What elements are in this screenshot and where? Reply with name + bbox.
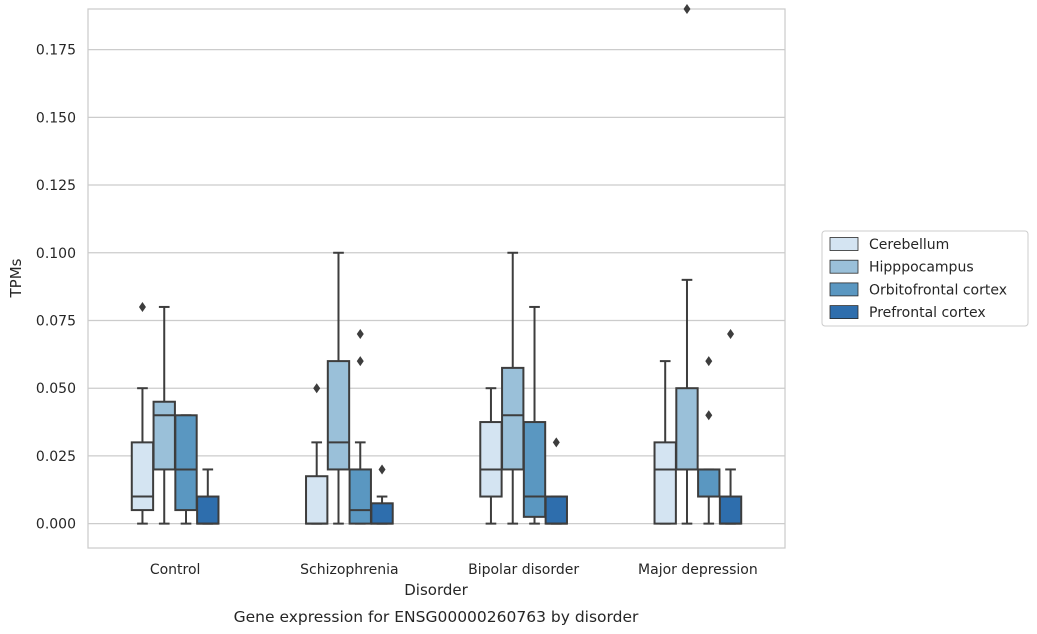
y-tick-label: 0.000 — [36, 517, 76, 533]
x-tick-label: Bipolar disorder — [468, 562, 579, 578]
x-tick-label: Schizophrenia — [300, 562, 398, 578]
legend-label: Orbitofrontal cortex — [869, 282, 1007, 298]
legend: Cerebellum Hipppocampus Orbitofrontal cort… — [821, 230, 1029, 327]
box-hipppocampus — [675, 4, 699, 525]
legend-label: Hipppocampus — [869, 260, 974, 276]
box-iqr — [522, 421, 547, 518]
box-iqr — [326, 360, 351, 471]
outlier-point — [683, 4, 691, 14]
box-cerebellum — [305, 383, 329, 525]
legend-swatch — [829, 282, 859, 297]
box-iqr — [479, 421, 503, 498]
y-tick-label: 0.050 — [36, 381, 76, 397]
legend-swatch — [829, 259, 859, 274]
box-prefrontal-cortex — [544, 437, 568, 525]
legend-swatch — [829, 237, 859, 251]
outlier-point — [356, 329, 364, 340]
outlier-point — [727, 329, 735, 340]
outlier-point — [378, 464, 386, 475]
x-tick-label: Control — [150, 562, 201, 578]
box-iqr — [544, 495, 568, 525]
box-iqr — [305, 475, 329, 525]
box-hipppocampus — [326, 251, 351, 525]
legend-label: Prefrontal cortex — [869, 305, 986, 321]
x-tick-label: Major depression — [638, 562, 758, 578]
box-hipppocampus — [501, 251, 525, 525]
outlier-point — [552, 437, 560, 448]
y-tick-label: 0.175 — [36, 43, 76, 59]
y-tick-label: 0.100 — [36, 246, 76, 262]
outlier-point — [313, 383, 321, 394]
box-cerebellum — [130, 301, 155, 525]
box-iqr — [196, 495, 220, 525]
outlier-point — [356, 356, 364, 367]
y-tick-label: 0.150 — [36, 110, 76, 126]
box-iqr — [501, 366, 525, 471]
box-cerebellum — [479, 387, 503, 525]
box-iqr — [653, 441, 677, 525]
box-orbitofrontal-cortex — [697, 356, 721, 525]
y-tick-label: 0.125 — [36, 178, 76, 194]
legend-swatch — [829, 305, 859, 320]
box-prefrontal-cortex — [196, 468, 220, 525]
x-axis-label: Disorder — [404, 581, 468, 599]
chart-title: Gene expression for ENSG00000260763 by d… — [234, 608, 639, 626]
legend-frame — [821, 230, 1029, 327]
box-iqr — [174, 414, 198, 512]
box-orbitofrontal-cortex — [522, 305, 547, 525]
box-iqr — [370, 502, 394, 525]
box-orbitofrontal-cortex — [348, 329, 372, 525]
box-hipppocampus — [152, 305, 176, 525]
box-iqr — [152, 400, 176, 471]
legend-label: Cerebellum — [869, 237, 949, 253]
y-gridlines — [88, 49, 785, 525]
outlier-point — [705, 410, 713, 421]
outlier-point — [138, 301, 146, 312]
y-axis-label: TPMs — [7, 258, 25, 298]
y-axis-ticks: 0.000 0.025 0.050 0.075 0.100 0.125 0.150 0.175 — [36, 43, 76, 533]
outlier-point — [705, 356, 713, 367]
x-axis-ticks: Control Schizophrenia Bipolar disorder Majo… — [150, 562, 758, 578]
box-prefrontal-cortex — [718, 329, 743, 525]
box-iqr — [130, 441, 155, 512]
box-orbitofrontal-cortex — [174, 414, 198, 525]
box-prefrontal-cortex — [370, 464, 394, 525]
plot-area-frame — [87, 8, 786, 549]
y-tick-label: 0.025 — [36, 449, 76, 465]
box-iqr — [348, 468, 372, 525]
box-iqr — [675, 387, 699, 471]
y-tick-label: 0.075 — [36, 313, 76, 329]
box-cerebellum — [653, 360, 677, 525]
box-iqr — [718, 495, 743, 525]
box-iqr — [697, 468, 721, 498]
box-groups — [130, 4, 743, 525]
